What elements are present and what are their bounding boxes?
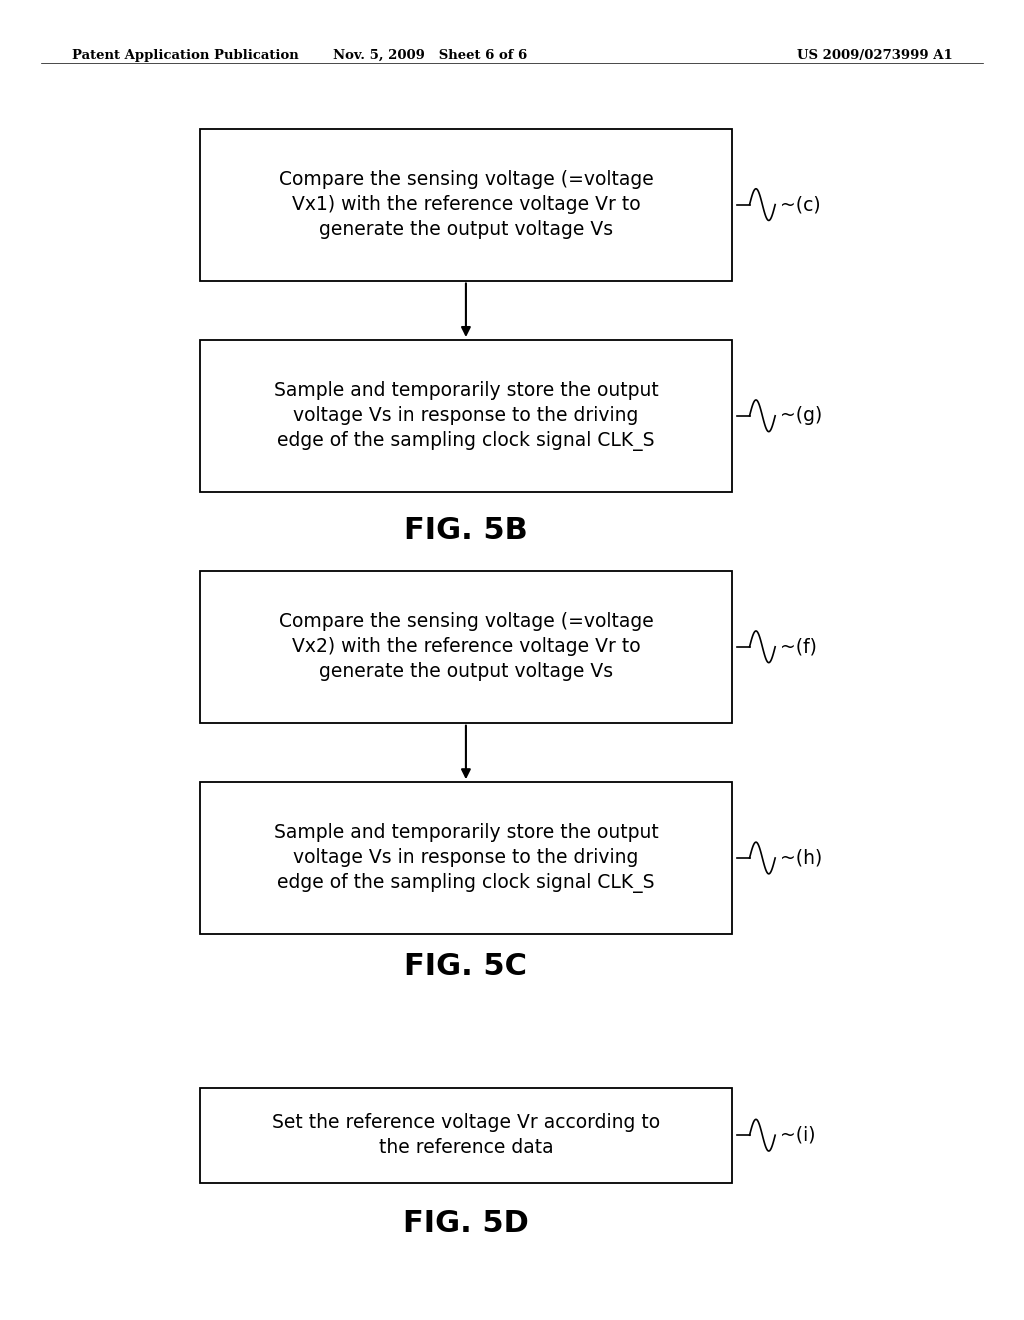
Text: US 2009/0273999 A1: US 2009/0273999 A1 [797, 49, 952, 62]
Text: FIG. 5D: FIG. 5D [403, 1209, 528, 1238]
Text: ~(f): ~(f) [780, 638, 817, 656]
FancyBboxPatch shape [200, 570, 732, 722]
FancyBboxPatch shape [200, 129, 732, 281]
FancyBboxPatch shape [200, 339, 732, 491]
Text: Sample and temporarily store the output
voltage Vs in response to the driving
ed: Sample and temporarily store the output … [273, 822, 658, 894]
Text: Sample and temporarily store the output
voltage Vs in response to the driving
ed: Sample and temporarily store the output … [273, 380, 658, 451]
Text: Nov. 5, 2009   Sheet 6 of 6: Nov. 5, 2009 Sheet 6 of 6 [333, 49, 527, 62]
FancyBboxPatch shape [200, 1088, 732, 1183]
Text: Compare the sensing voltage (=voltage
Vx1) with the reference voltage Vr to
gene: Compare the sensing voltage (=voltage Vx… [279, 170, 653, 239]
Text: Compare the sensing voltage (=voltage
Vx2) with the reference voltage Vr to
gene: Compare the sensing voltage (=voltage Vx… [279, 612, 653, 681]
Text: Patent Application Publication: Patent Application Publication [72, 49, 298, 62]
Text: FIG. 5C: FIG. 5C [404, 952, 527, 981]
Text: Set the reference voltage Vr according to
the reference data: Set the reference voltage Vr according t… [271, 1113, 660, 1158]
Text: ~(i): ~(i) [780, 1126, 816, 1144]
Text: ~(g): ~(g) [780, 407, 822, 425]
Text: ~(h): ~(h) [780, 849, 822, 867]
FancyBboxPatch shape [200, 781, 732, 935]
Text: ~(c): ~(c) [780, 195, 821, 214]
Text: FIG. 5B: FIG. 5B [404, 516, 527, 545]
